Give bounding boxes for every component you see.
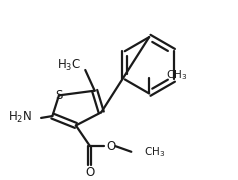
Text: O: O — [85, 166, 94, 179]
Text: H$_3$C: H$_3$C — [57, 58, 81, 73]
Text: H$_2$N: H$_2$N — [8, 110, 32, 125]
Text: S: S — [55, 89, 63, 102]
Text: O: O — [106, 140, 115, 153]
Text: CH$_3$: CH$_3$ — [144, 145, 166, 159]
Text: CH$_3$: CH$_3$ — [166, 68, 187, 82]
